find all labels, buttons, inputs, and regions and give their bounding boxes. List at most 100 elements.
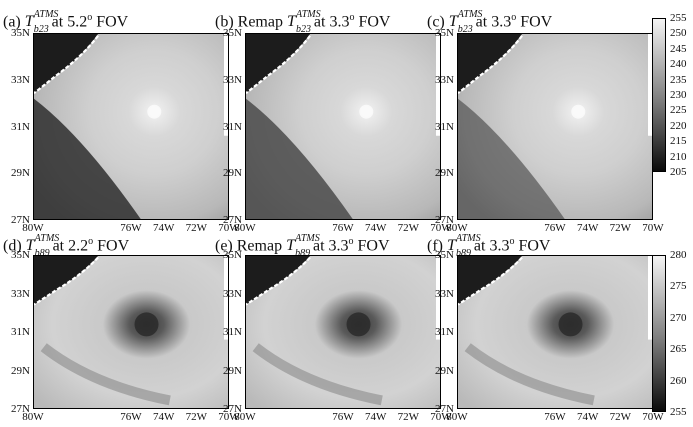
brightness-temperature-symbol: T ATMS b23 (448, 9, 483, 35)
latitude-tick-label: 33N (435, 73, 454, 86)
storm-eye (346, 312, 371, 337)
longitude-tick-label: 76W (120, 222, 142, 234)
no-data-strip (436, 256, 440, 340)
longitude-tick-label: 72W (397, 411, 419, 423)
panel-fov-value: at 3.3 (473, 237, 510, 255)
map-panel (457, 255, 653, 409)
storm-eye (359, 104, 374, 119)
longitude-tick-label: 76W (544, 222, 566, 234)
brightness-temperature-symbol: T ATMS b89 (26, 233, 60, 259)
map-image (246, 256, 440, 408)
symbol-subscript: b89 (34, 248, 50, 260)
colorbar-tick-label: 260 (670, 374, 687, 387)
map-image (246, 34, 440, 219)
colorbar-tick-label: 235 (670, 73, 687, 86)
no-data-strip (648, 256, 652, 340)
brightness-temperature-symbol: T ATMS b23 (25, 9, 59, 35)
land-mask (34, 34, 99, 94)
panel-title: (a) T ATMS b23 at 5.2o FOV (3, 9, 128, 35)
dry-region-shading (246, 98, 353, 219)
latitude-tick-label: 31N (11, 326, 30, 338)
land-mask (246, 34, 311, 94)
colorbar-tick-label: 215 (670, 135, 687, 148)
longitude-tick-label: 80W (446, 411, 468, 423)
map-image (458, 34, 652, 219)
latitude-tick-label: 31N (223, 326, 242, 338)
dry-region-shading (458, 98, 565, 219)
latitude-tick-label: 29N (11, 364, 30, 377)
coastline (458, 256, 523, 306)
latitude-tick-label: 27N (223, 403, 242, 415)
panel-prefix: (c) (427, 13, 445, 31)
colorbar-tick-label: 210 (670, 150, 687, 163)
symbol-subscript: b89 (295, 248, 311, 260)
degree-mark: o (349, 12, 355, 23)
coastline (458, 35, 523, 95)
longitude-tick-label: 70W (218, 222, 240, 234)
latitude-tick-label: 27N (223, 214, 242, 226)
longitude-tick-label: 70W (642, 222, 664, 234)
no-data-strip (436, 34, 440, 136)
longitude-tick-label: 76W (544, 411, 566, 423)
longitude-tick-label: 80W (446, 222, 468, 234)
symbol-letter: T (286, 237, 295, 255)
colorbar (652, 18, 666, 172)
longitude-tick-label: 74W (365, 411, 387, 423)
latitude-tick-label: 29N (435, 167, 454, 180)
symbol-superscript: ATMS (457, 9, 483, 21)
latitude-tick-label: 29N (11, 167, 30, 180)
panel-fov-value: at 3.3 (312, 237, 349, 255)
degree-mark: o (511, 12, 517, 23)
panel-fov-value: at 3.3 (313, 13, 350, 31)
colorbar-tick-label: 250 (670, 27, 687, 40)
symbol-letter: T (286, 13, 296, 31)
longitude-tick-label: 72W (397, 222, 419, 234)
symbol-letter: T (448, 13, 458, 31)
longitude-tick-label: 70W (430, 222, 452, 234)
latitude-tick-label: 35N (223, 249, 242, 261)
panel-fov-label: FOV (358, 13, 391, 31)
colorbar-tick-label: 265 (670, 343, 687, 356)
colorbar-tick-label: 280 (670, 249, 687, 261)
panel-prefix: (e) Remap (215, 237, 283, 255)
longitude-tick-label: 72W (185, 411, 207, 423)
latitude-tick-label: 33N (223, 73, 242, 86)
panel-title: (b) Remap T ATMS b23 at 3.3o FOV (215, 9, 391, 35)
map-panel (33, 255, 229, 409)
map-panel (245, 33, 441, 220)
longitude-tick-label: 80W (22, 411, 44, 423)
no-data-strip (224, 256, 228, 340)
storm-eye (134, 312, 159, 337)
no-data-strip (224, 34, 228, 136)
coastline (34, 35, 99, 95)
longitude-tick-label: 80W (22, 222, 44, 234)
panel-fov-label: FOV (357, 237, 390, 255)
longitude-tick-label: 70W (642, 411, 664, 423)
symbol-superscript: ATMS (455, 233, 481, 245)
longitude-tick-label: 76W (332, 222, 354, 234)
colorbar-tick-label: 245 (670, 42, 687, 55)
map-image (34, 34, 228, 219)
degree-mark: o (348, 236, 354, 247)
latitude-tick-label: 31N (435, 326, 454, 338)
map-panel (457, 33, 653, 220)
colorbar-tick-label: 240 (670, 58, 687, 71)
panel-fov-value: at 2.2 (52, 237, 89, 255)
longitude-tick-label: 70W (218, 411, 240, 423)
latitude-tick-label: 33N (11, 287, 30, 300)
longitude-tick-label: 74W (153, 222, 175, 234)
dry-region-shading (34, 98, 141, 219)
rainband-shading (252, 343, 383, 406)
latitude-tick-label: 33N (11, 73, 30, 86)
rainband-shading (464, 343, 595, 406)
latitude-tick-label: 35N (11, 249, 30, 261)
coastline (34, 256, 99, 306)
map-image (458, 256, 652, 408)
no-data-strip (648, 34, 652, 136)
longitude-tick-label: 72W (185, 222, 207, 234)
panel-title: (e) Remap T ATMS b89 at 3.3o FOV (215, 233, 390, 259)
longitude-tick-label: 70W (430, 411, 452, 423)
panel-prefix: (f) (427, 237, 443, 255)
degree-mark: o (88, 236, 94, 247)
land-mask (458, 256, 523, 305)
